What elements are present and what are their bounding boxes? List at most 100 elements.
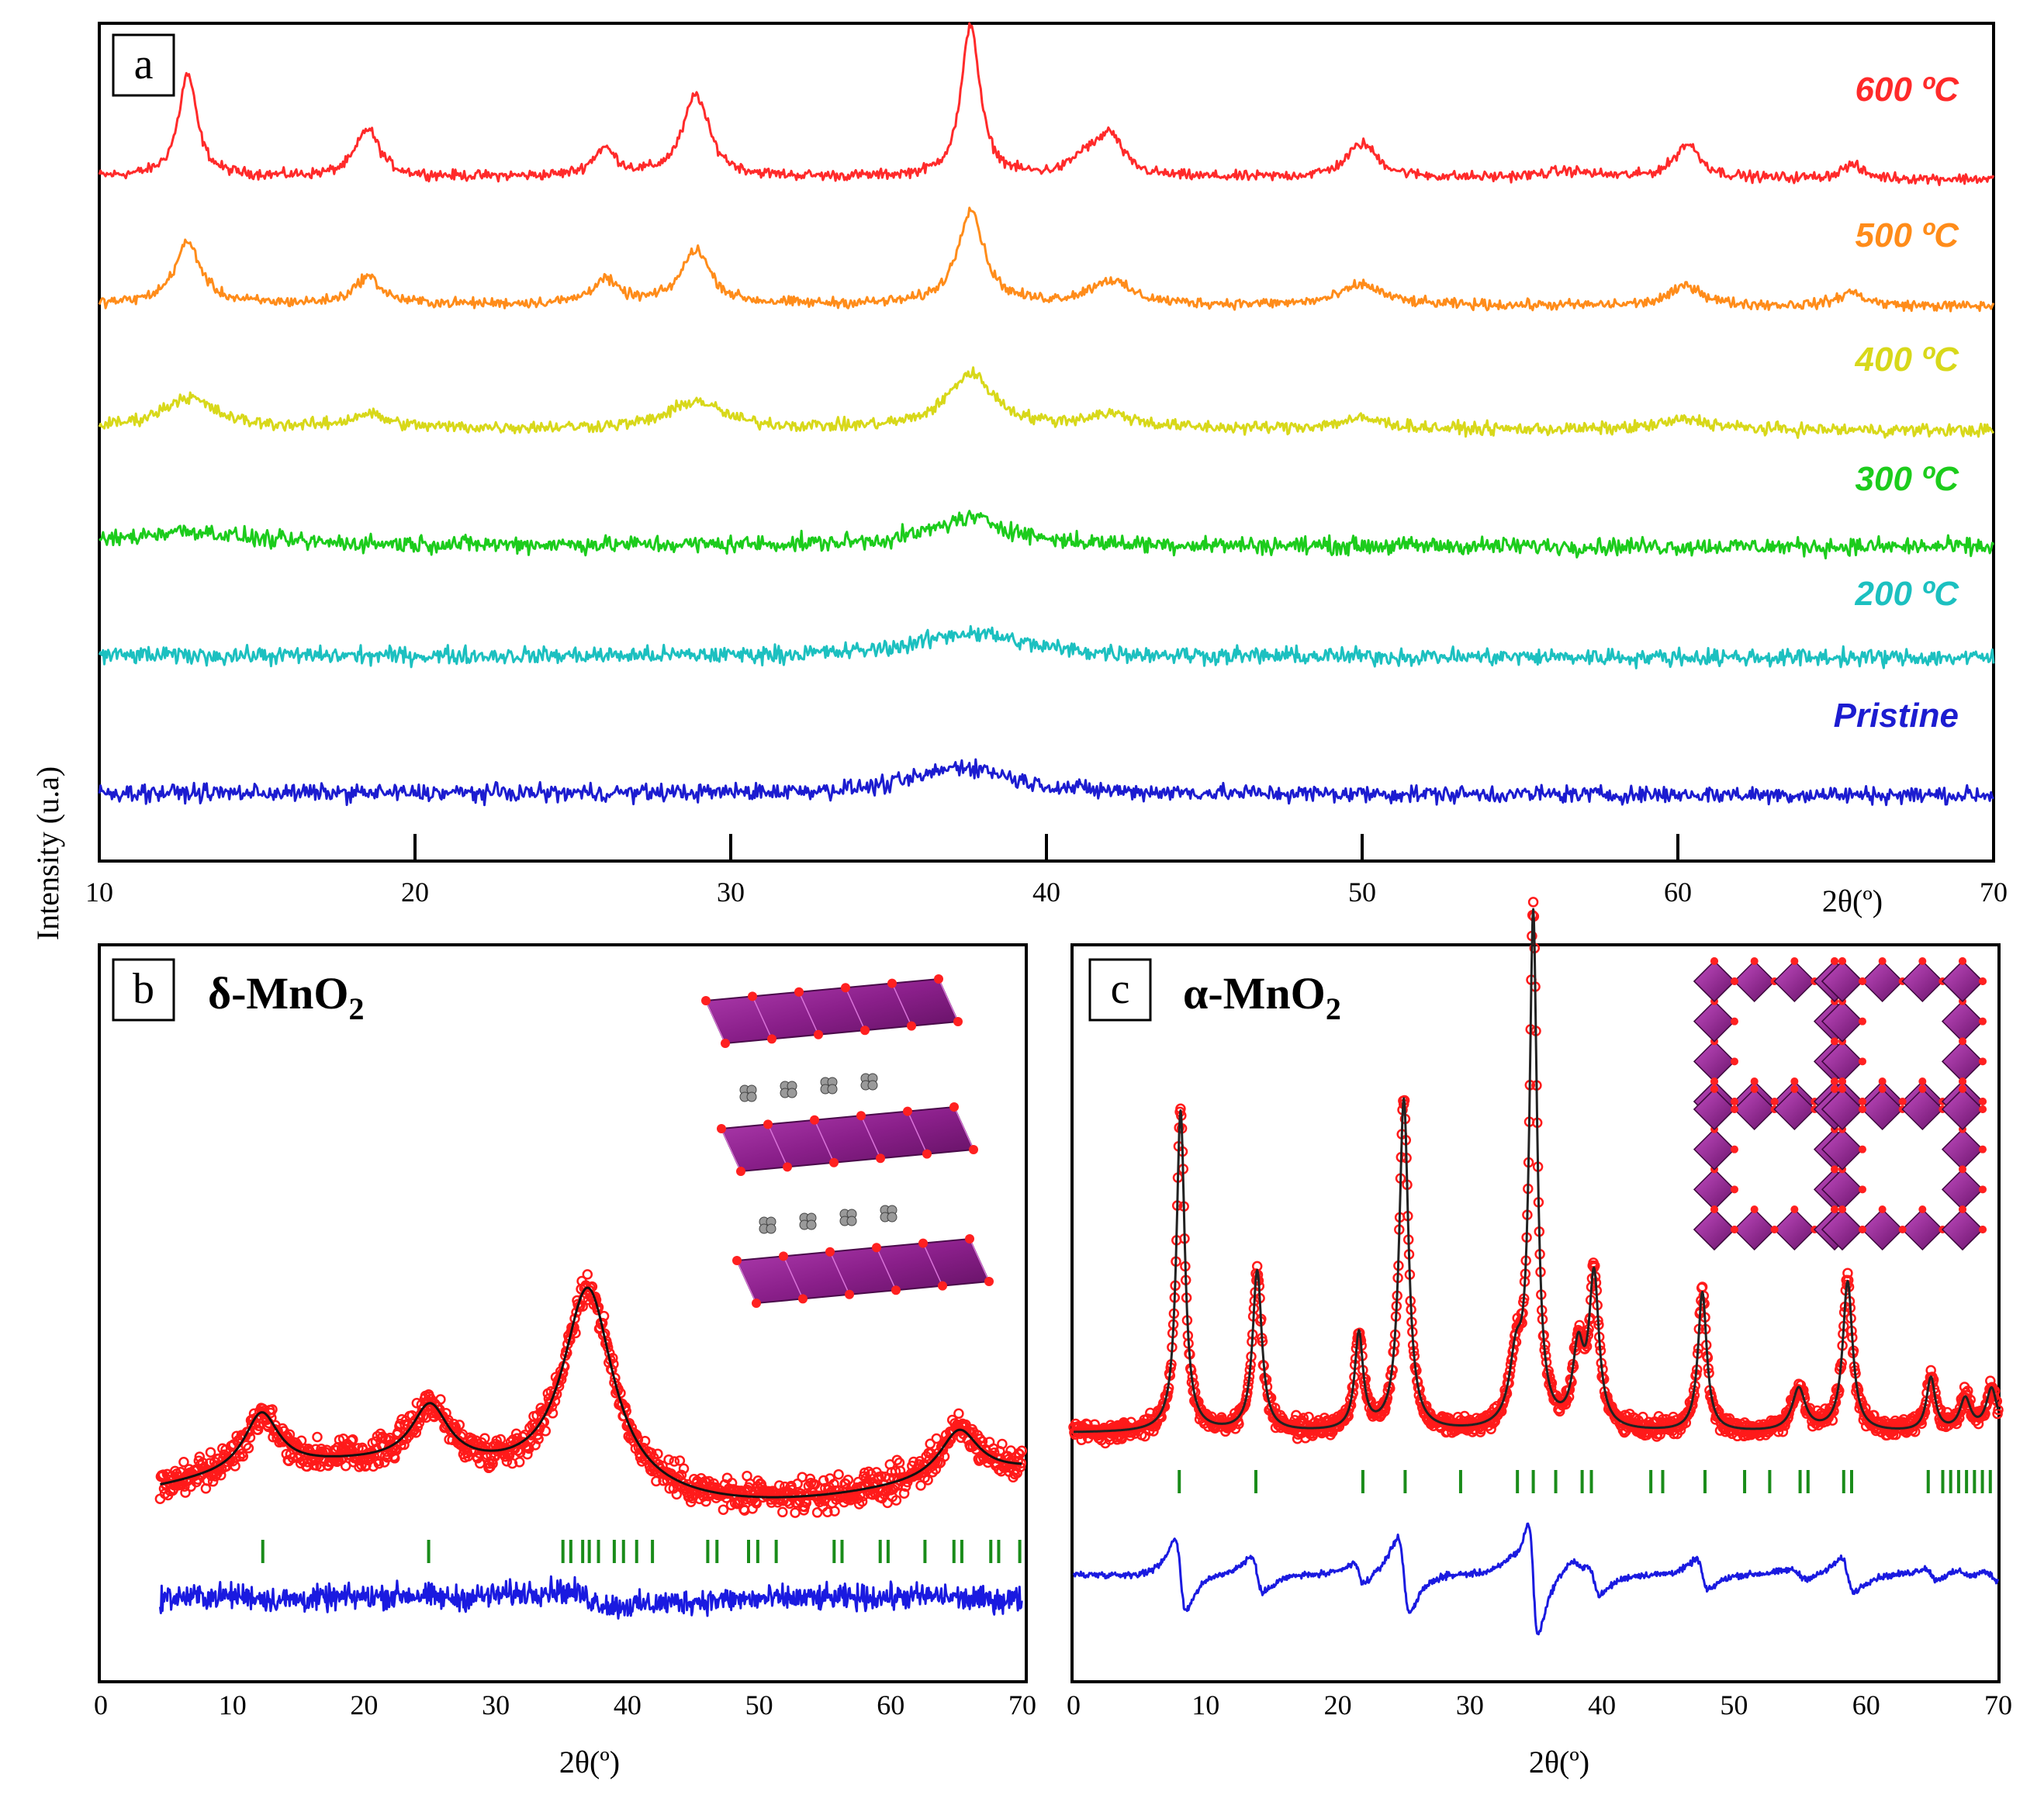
observed-point bbox=[898, 1488, 910, 1499]
oxygen-atom bbox=[1859, 1226, 1866, 1233]
panel-b-label: b bbox=[133, 965, 154, 1013]
layer-edge bbox=[907, 1111, 928, 1154]
interlayer-cation bbox=[766, 1223, 776, 1234]
mno6-octahedron bbox=[1941, 1168, 1984, 1211]
mno6-octahedron bbox=[1861, 960, 1904, 1003]
series-label: 200 ºC bbox=[1855, 575, 1960, 613]
interlayer-cation bbox=[787, 1088, 797, 1098]
oxygen-atom bbox=[887, 978, 897, 988]
x-tick-label: 70 bbox=[1984, 1690, 2012, 1721]
panel-c-label-box bbox=[1088, 958, 1152, 1022]
oxygen-atom bbox=[1831, 1085, 1838, 1093]
layer-edge bbox=[860, 1115, 881, 1159]
observed-point bbox=[237, 1451, 249, 1462]
oxygen-atom bbox=[783, 1162, 792, 1172]
mno6-octahedron bbox=[1821, 960, 1864, 1003]
oxygen-atom bbox=[1770, 1098, 1779, 1105]
observed-point bbox=[240, 1440, 252, 1451]
oxygen-atom bbox=[1918, 1077, 1927, 1085]
x-tick-label: 60 bbox=[1664, 877, 1692, 908]
oxygen-atom bbox=[1831, 1037, 1838, 1046]
oxygen-atom bbox=[1959, 957, 1966, 965]
panel-c: c α-MnO2 0 10 20 30 40 50 60 70 2θ(º) bbox=[1067, 897, 2012, 1780]
oxygen-atom bbox=[1878, 1205, 1887, 1213]
observed-point bbox=[1527, 897, 1539, 908]
oxygen-atom bbox=[1750, 957, 1759, 965]
observed-point bbox=[811, 1507, 823, 1518]
oxygen-atom bbox=[814, 1029, 823, 1039]
panel-c-phase-base: α-MnO bbox=[1183, 968, 1326, 1019]
panel-c-x-ticks: 0 10 20 30 40 50 60 70 bbox=[1067, 1690, 2012, 1721]
observed-point bbox=[180, 1487, 191, 1498]
mno6-octahedron bbox=[1941, 1040, 1984, 1083]
interlayer-cation bbox=[806, 1219, 817, 1230]
mno2-layer bbox=[735, 1237, 991, 1305]
oxygen-atom bbox=[1979, 977, 1987, 985]
mno6-octahedron bbox=[1693, 1088, 1736, 1131]
observed-point bbox=[822, 1506, 833, 1517]
mno6-octahedron bbox=[1941, 960, 1984, 1003]
oxygen-atom bbox=[1750, 1077, 1759, 1085]
mno2-layer bbox=[704, 977, 960, 1045]
observed-point bbox=[953, 1408, 964, 1420]
series-label: 600 ºC bbox=[1856, 71, 1960, 109]
trace-600-c bbox=[98, 22, 1995, 186]
oxygen-atom bbox=[845, 1289, 854, 1299]
difference-curve bbox=[158, 1575, 1023, 1620]
panel-b-phase-base: δ-MnO bbox=[208, 968, 349, 1019]
layer-edge bbox=[752, 996, 773, 1039]
mno6-octahedron bbox=[1901, 960, 1944, 1003]
oxygen-atom bbox=[1838, 1085, 1846, 1093]
observed-point bbox=[1089, 1419, 1100, 1430]
oxygen-atom bbox=[1959, 1085, 1966, 1093]
mno6-octahedron bbox=[1733, 960, 1776, 1003]
oxygen-atom bbox=[1979, 1226, 1987, 1233]
series-label: 300 ºC bbox=[1856, 460, 1960, 498]
oxygen-atom bbox=[1731, 1145, 1738, 1153]
mno6-octahedron bbox=[1861, 1088, 1904, 1131]
oxygen-atom bbox=[1750, 1085, 1759, 1093]
oxygen-atom bbox=[1979, 1057, 1987, 1066]
mno6-octahedron bbox=[1733, 1208, 1776, 1251]
observed-point bbox=[312, 1431, 323, 1443]
oxygen-atom bbox=[1838, 1077, 1846, 1085]
oxygen-atom bbox=[934, 974, 943, 984]
observed-point bbox=[243, 1443, 254, 1454]
panel-b-x-ticks: 0 10 20 30 40 50 60 70 bbox=[94, 1690, 1036, 1721]
panel-a-label: a bbox=[134, 40, 154, 88]
x-tick-label: 70 bbox=[1008, 1690, 1036, 1721]
observed-point bbox=[1783, 1408, 1794, 1419]
mno6-octahedron bbox=[1861, 1208, 1904, 1251]
observed-point bbox=[1016, 1445, 1028, 1457]
oxygen-atom bbox=[1710, 1085, 1718, 1093]
oxygen-atom bbox=[1878, 1085, 1887, 1093]
oxygen-atom bbox=[794, 987, 804, 997]
calculated-profile bbox=[159, 1286, 1022, 1499]
oxygen-atom bbox=[1979, 1098, 1987, 1105]
oxygen-atom bbox=[1731, 1057, 1738, 1066]
observed-point bbox=[540, 1426, 552, 1437]
observed-point bbox=[522, 1448, 533, 1460]
oxygen-atom bbox=[1731, 1098, 1738, 1105]
oxygen-atom bbox=[779, 1251, 788, 1261]
oxygen-atom bbox=[752, 1299, 761, 1308]
oxygen-atom bbox=[891, 1285, 901, 1295]
y-axis-label: Intensity (u.a) bbox=[30, 766, 65, 940]
mno6-octahedron bbox=[1693, 1208, 1736, 1251]
oxygen-atom bbox=[1831, 1205, 1838, 1213]
reflection-marks bbox=[261, 1540, 1022, 1563]
interlayer-cation bbox=[846, 1216, 857, 1226]
observed-point bbox=[267, 1404, 278, 1415]
x-tick-label: 30 bbox=[482, 1690, 510, 1721]
oxygen-atom bbox=[1898, 1098, 1907, 1105]
oxygen-atom bbox=[1731, 1185, 1738, 1194]
trace-300-c bbox=[98, 510, 1995, 560]
oxygen-atom bbox=[1731, 977, 1738, 985]
observed-point bbox=[1574, 1320, 1585, 1331]
mno2-layer bbox=[720, 1105, 975, 1173]
panel-b: b δ-MnO2 0 10 20 30 40 50 60 70 2θ(º) bbox=[94, 943, 1036, 1780]
trace-pristine bbox=[98, 758, 1994, 807]
observed-point bbox=[669, 1456, 680, 1467]
observed-point bbox=[501, 1456, 513, 1467]
layer-edge bbox=[767, 1124, 788, 1167]
